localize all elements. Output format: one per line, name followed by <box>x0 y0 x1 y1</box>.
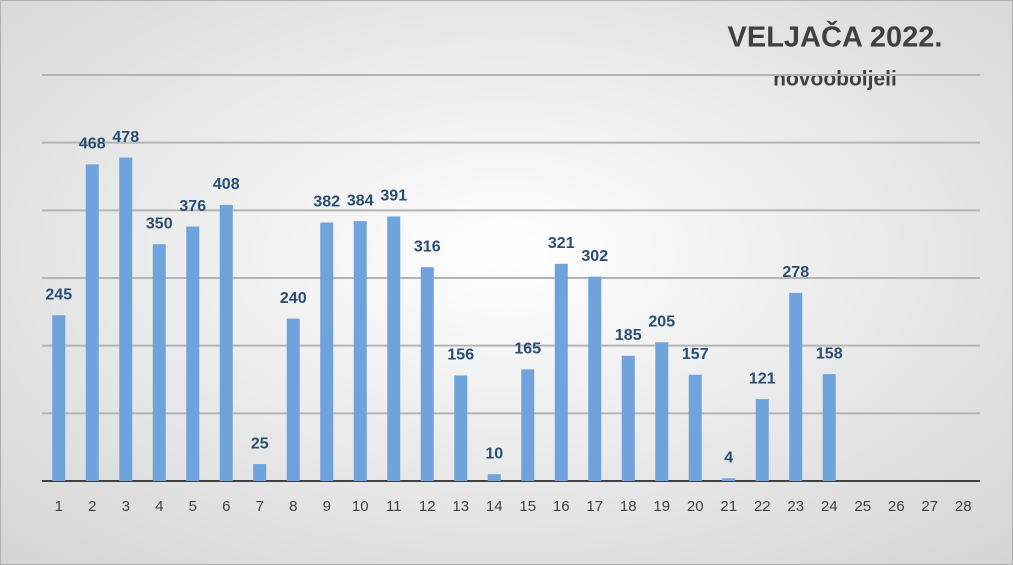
x-tick-label: 28 <box>955 498 972 515</box>
bar <box>320 222 334 481</box>
bar <box>152 244 166 481</box>
bar <box>286 318 300 481</box>
data-label: 121 <box>749 370 776 387</box>
x-tick-label: 22 <box>754 498 771 515</box>
bar <box>521 369 535 481</box>
bar <box>454 375 468 481</box>
x-tick-label: 18 <box>620 498 637 515</box>
x-tick-label: 4 <box>155 498 163 515</box>
data-label: 205 <box>648 314 675 331</box>
data-label: 278 <box>782 264 809 281</box>
x-tick-label: 9 <box>323 498 331 515</box>
data-label: 408 <box>213 176 240 193</box>
data-label: 158 <box>816 345 843 362</box>
x-tick-label: 27 <box>921 498 938 515</box>
x-tick-label: 23 <box>787 498 804 515</box>
bar <box>186 226 200 481</box>
x-tick-label: 15 <box>519 498 536 515</box>
x-tick-label: 20 <box>687 498 704 515</box>
x-tick-label: 19 <box>653 498 670 515</box>
x-tick-label: 3 <box>122 498 130 515</box>
x-tick-label: 10 <box>352 498 369 515</box>
bar <box>554 263 568 481</box>
bar <box>755 399 769 481</box>
chart-subtitle: novooboljeli <box>773 68 897 91</box>
data-label: 10 <box>485 445 503 462</box>
bar <box>353 221 367 481</box>
data-label: 316 <box>414 238 441 255</box>
x-tick-label: 11 <box>386 498 402 515</box>
data-label: 391 <box>380 188 407 205</box>
x-tick-label: 26 <box>888 498 905 515</box>
bar <box>52 315 66 481</box>
bar <box>655 342 669 481</box>
x-tick-label: 2 <box>88 498 96 515</box>
x-tick-label: 25 <box>854 498 871 515</box>
data-label: 157 <box>682 346 709 363</box>
chart-title: VELJAČA 2022. <box>728 20 943 54</box>
data-label: 156 <box>447 347 474 364</box>
data-label: 165 <box>514 341 541 358</box>
x-tick-label: 14 <box>486 498 503 515</box>
bar <box>588 276 602 481</box>
data-label: 478 <box>112 129 139 146</box>
bar <box>789 292 803 481</box>
x-tick-label: 5 <box>189 498 197 515</box>
bar <box>487 474 501 481</box>
data-label: 382 <box>313 194 340 211</box>
bar <box>219 204 233 482</box>
x-tick-label: 12 <box>419 498 436 515</box>
x-tick-label: 21 <box>720 498 737 515</box>
bar <box>387 216 401 481</box>
bar <box>85 164 99 481</box>
bar <box>420 267 434 481</box>
x-tick-label: 7 <box>256 498 264 515</box>
x-tick-label: 1 <box>55 498 63 515</box>
bar <box>688 374 702 481</box>
data-label: 4 <box>724 450 733 467</box>
data-label: 350 <box>146 215 173 232</box>
data-label: 25 <box>251 435 269 452</box>
data-label: 376 <box>179 198 206 215</box>
data-label: 185 <box>615 327 642 344</box>
data-label: 321 <box>548 235 575 252</box>
x-tick-label: 24 <box>821 498 838 515</box>
x-tick-label: 13 <box>452 498 469 515</box>
x-tick-label: 17 <box>586 498 603 515</box>
bar <box>253 464 267 481</box>
data-label: 245 <box>45 286 72 303</box>
data-label: 302 <box>581 248 608 265</box>
bar <box>119 157 133 481</box>
x-tick-label: 8 <box>289 498 297 515</box>
bar <box>621 355 635 481</box>
data-label: 384 <box>347 192 374 209</box>
data-label: 240 <box>280 290 307 307</box>
bar <box>722 478 736 481</box>
x-tick-label: 6 <box>222 498 230 515</box>
data-label: 468 <box>79 136 106 153</box>
x-tick-label: 16 <box>553 498 570 515</box>
bar <box>822 374 836 481</box>
